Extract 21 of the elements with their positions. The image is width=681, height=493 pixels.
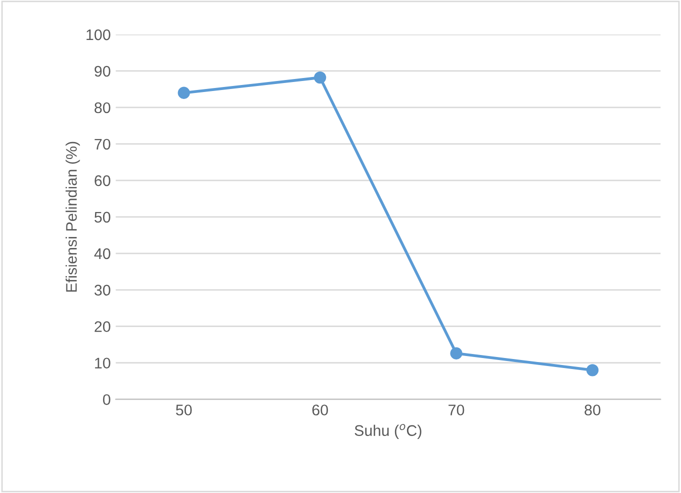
point: [586, 364, 599, 376]
y-tick-label: 90: [94, 66, 110, 77]
x-tick-label: 50: [176, 404, 192, 416]
x-tick-label: 60: [312, 404, 328, 416]
y-tick-label: 30: [94, 284, 110, 296]
x-axis-title: Suhu ($^{o}$C): [354, 424, 422, 439]
point: [178, 86, 190, 99]
y-tick-label: 70: [94, 138, 110, 150]
y-tick-label: 40: [94, 248, 110, 260]
x-tick-label: 70: [448, 404, 464, 416]
x-tick-label: 80: [584, 404, 600, 416]
y-tick-label: 80: [94, 102, 110, 114]
y-tick-label: 50: [94, 212, 110, 223]
y-tick-label: 100: [86, 29, 110, 40]
y-tick-label: 0: [103, 394, 110, 406]
point: [314, 71, 326, 84]
y-tick-label: 10: [95, 358, 110, 369]
y-axis-title: Efisiensi Pelindian (%): [66, 142, 80, 292]
y-tick-label: 60: [94, 175, 110, 186]
point: [450, 347, 462, 360]
y-tick-label: 20: [94, 321, 110, 332]
